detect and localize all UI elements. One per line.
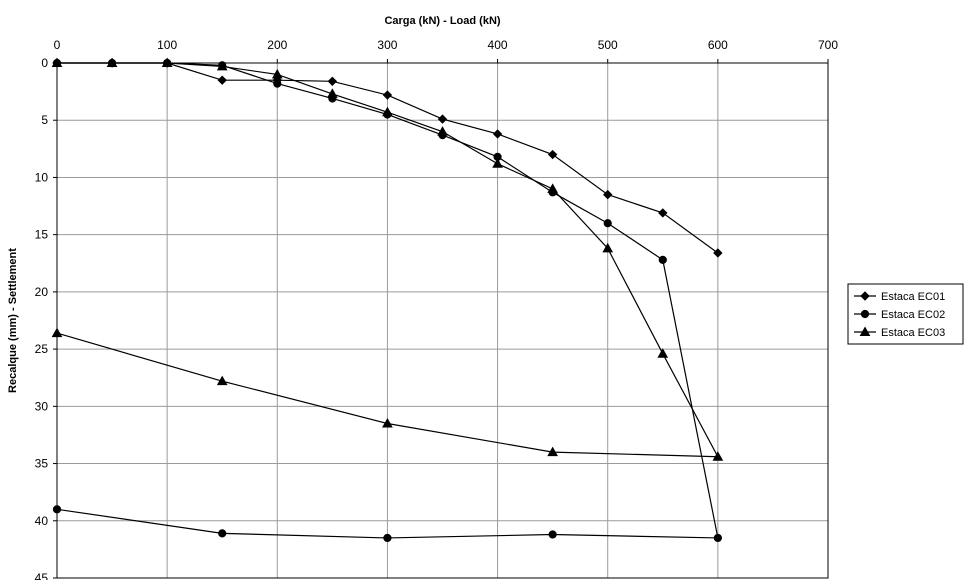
x-tick-label: 700 — [818, 38, 838, 52]
data-point-circle — [218, 529, 227, 538]
data-point-triangle — [547, 446, 558, 457]
data-point-triangle — [106, 57, 118, 67]
data-point-triangle — [382, 106, 393, 117]
y-tick-label: 20 — [35, 285, 49, 299]
data-point-triangle — [51, 57, 63, 67]
data-point-triangle — [602, 242, 614, 253]
data-point-diamond — [437, 114, 448, 124]
x-tick-label: 300 — [377, 38, 397, 52]
x-tick-label: 500 — [598, 38, 618, 52]
grid-lines — [57, 63, 828, 578]
data-point-circle — [658, 255, 667, 264]
legend-item: Estaca EC02 — [854, 309, 945, 321]
legend-item: Estaca EC01 — [854, 291, 945, 303]
x-tick-label: 600 — [708, 38, 728, 52]
legend: Estaca EC01 Estaca EC02 Estaca EC03 — [847, 283, 964, 345]
data-point-triangle — [712, 451, 724, 461]
legend-label: Estaca EC03 — [881, 327, 945, 339]
x-tick-label: 200 — [267, 38, 287, 52]
y-tick-label: 30 — [35, 399, 49, 413]
data-point-circle — [603, 219, 612, 228]
data-point-triangle — [216, 60, 228, 71]
data-point-triangle — [161, 57, 173, 67]
y-axis-title: Recalque (mm) - Settlement — [7, 248, 19, 393]
data-point-circle — [713, 533, 722, 543]
data-point-triangle — [51, 327, 63, 338]
legend-marker-diamond — [860, 291, 870, 301]
axis-ticks: 0 100 200 300 400 500 600 700 0 5 10 15 20 25 30 35 40 45 — [35, 38, 839, 580]
data-point-triangle — [271, 68, 283, 79]
data-point-diamond — [492, 129, 503, 139]
data-point-diamond — [547, 149, 558, 160]
x-tick-label: 0 — [54, 38, 61, 52]
data-point-circle — [548, 530, 557, 539]
data-point-diamond — [382, 90, 393, 100]
y-tick-label: 5 — [41, 113, 48, 127]
data-point-circle — [52, 505, 62, 514]
legend-label: Estaca EC01 — [881, 291, 945, 303]
legend-label: Estaca EC02 — [881, 309, 945, 321]
data-point-diamond — [603, 189, 613, 200]
legend-marker-circle — [860, 309, 870, 319]
series-3 — [51, 57, 724, 461]
data-point-triangle — [327, 88, 338, 98]
y-tick-label: 35 — [35, 457, 49, 471]
y-tick-label: 0 — [41, 56, 48, 70]
plot-area-border — [56, 62, 829, 579]
data-point-diamond — [713, 248, 723, 258]
data-point-triangle — [382, 417, 393, 428]
data-point-triangle — [547, 183, 558, 193]
y-tick-label: 40 — [35, 514, 49, 528]
data-point-diamond — [327, 76, 338, 87]
data-point-circle — [273, 79, 282, 88]
y-tick-label: 45 — [35, 571, 49, 580]
data-point-triangle — [657, 348, 669, 358]
data-point-diamond — [217, 75, 227, 85]
series-group — [51, 57, 724, 543]
legend-marker-triangle — [859, 326, 871, 336]
data-point-triangle — [216, 375, 228, 386]
data-point-triangle — [492, 158, 503, 168]
legend-item: Estaca EC03 — [854, 326, 945, 339]
data-point-triangle — [437, 126, 448, 136]
y-tick-label: 25 — [35, 342, 49, 356]
x-tick-label: 400 — [488, 38, 508, 52]
x-tick-label: 100 — [157, 38, 177, 52]
x-axis-title: Carga (kN) - Load (kN) — [384, 15, 500, 27]
y-tick-label: 10 — [35, 170, 49, 184]
data-point-diamond — [658, 208, 668, 218]
y-tick-label: 15 — [35, 228, 49, 242]
data-point-circle — [383, 533, 392, 543]
